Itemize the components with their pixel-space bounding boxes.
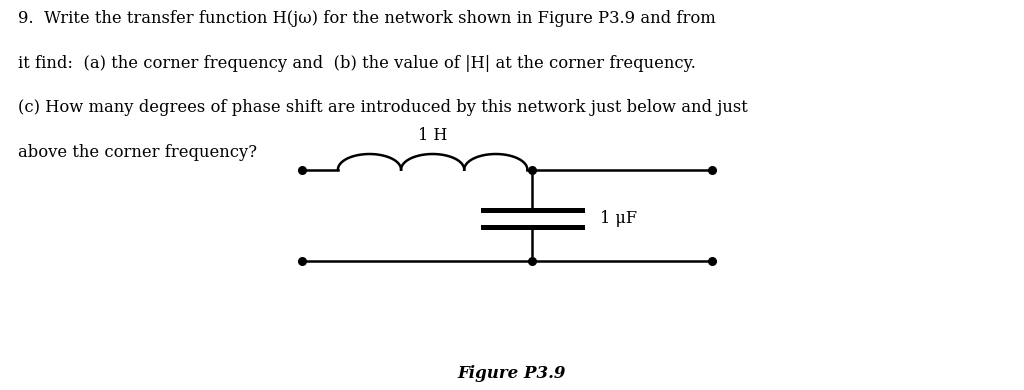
Text: 1 μF: 1 μF bbox=[600, 210, 637, 227]
Text: 9.  Write the transfer function H(jω) for the network shown in Figure P3.9 and f: 9. Write the transfer function H(jω) for… bbox=[18, 10, 716, 27]
Text: it find:  (a) the corner frequency and  (b) the value of |H| at the corner frequ: it find: (a) the corner frequency and (b… bbox=[18, 55, 696, 72]
Text: 1 H: 1 H bbox=[418, 127, 447, 144]
Text: (c) How many degrees of phase shift are introduced by this network just below an: (c) How many degrees of phase shift are … bbox=[18, 99, 749, 117]
Text: above the corner frequency?: above the corner frequency? bbox=[18, 144, 257, 161]
Text: Figure P3.9: Figure P3.9 bbox=[458, 365, 566, 382]
